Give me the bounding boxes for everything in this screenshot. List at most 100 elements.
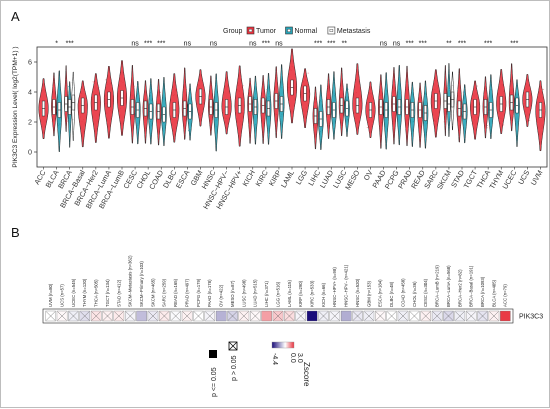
heatmap-square <box>500 310 511 322</box>
jitter-point <box>145 119 147 121</box>
jitter-point <box>106 112 108 114</box>
heatmap-cell: LGG (n=516) <box>272 281 284 322</box>
legend-label: Metastasis <box>337 28 371 35</box>
jitter-point <box>536 121 538 123</box>
jitter-point <box>483 120 485 122</box>
cross-line <box>352 311 363 321</box>
jitter-point <box>345 98 347 101</box>
significance-label: ns <box>131 41 139 48</box>
jitter-point <box>242 85 244 87</box>
significance-label: ** <box>446 41 452 48</box>
jitter-point <box>473 95 475 97</box>
colorbar-tick-label: 3.0 <box>296 353 303 363</box>
jitter-point <box>293 79 295 81</box>
column-label: READ (n=165) <box>173 278 178 307</box>
jitter-point <box>393 95 395 97</box>
column-label: HNSC−HPV+ (n=98) <box>332 267 337 307</box>
jitter-point <box>340 89 342 91</box>
significance-label: *** <box>484 41 492 48</box>
jitter-point <box>319 131 322 133</box>
jitter-point <box>523 102 525 105</box>
jitter-point <box>405 127 407 129</box>
legend-box-glyph <box>248 29 253 32</box>
heatmap-square <box>136 310 147 322</box>
heatmap-cell: SKCM−Metastasis (n=362) <box>124 255 136 322</box>
jitter-point <box>137 123 139 125</box>
jitter-point <box>157 94 159 96</box>
column-label: OV (n=422) <box>219 284 224 307</box>
jitter-point <box>339 96 341 98</box>
cross-line <box>193 311 204 321</box>
heatmap-cell: LUAD (n=515) <box>250 279 261 322</box>
jitter-point <box>73 110 75 112</box>
heatmap-cell: ACC (n=79) <box>500 284 511 322</box>
jitter-point <box>68 90 70 92</box>
category-group: ACC <box>32 78 49 186</box>
cross-line <box>68 311 79 321</box>
cross-line <box>227 311 238 321</box>
jitter-point <box>161 123 163 125</box>
jitter-point <box>66 120 68 122</box>
jitter-point <box>380 118 383 120</box>
cross-line <box>409 311 420 321</box>
jitter-point <box>39 99 41 101</box>
heatmap-cell: TGCT (n=134) <box>102 279 113 322</box>
significance-label: *** <box>406 41 414 48</box>
jitter-point <box>434 88 436 90</box>
heatmap-cell: HNSC−HPV− (n=421) <box>340 264 352 322</box>
column-label: LUSC (n=498) <box>241 279 246 307</box>
jitter-point <box>332 128 334 130</box>
jitter-point <box>341 119 343 121</box>
column-label: ESCA (n=184) <box>378 279 383 307</box>
jitter-point <box>411 129 414 131</box>
jitter-point <box>341 125 343 127</box>
column-label: PAAD (n=178) <box>207 279 212 307</box>
jitter-point <box>71 82 73 84</box>
jitter-point <box>266 97 269 99</box>
jitter-point <box>253 97 255 99</box>
jitter-point <box>148 93 151 96</box>
heatmap-cell: BRCA−Basal (n=191) <box>465 265 477 322</box>
column-label: UVM (n=80) <box>48 283 53 307</box>
column-label: CESC (n=304) <box>423 278 428 307</box>
jitter-point <box>327 87 329 89</box>
column-label: ACC (n=79) <box>503 284 508 307</box>
jitter-point <box>503 86 505 88</box>
jitter-point <box>197 84 199 86</box>
jitter-point <box>347 118 349 121</box>
jitter-point <box>188 129 190 131</box>
jitter-point <box>327 127 329 129</box>
jitter-point <box>188 93 190 96</box>
jitter-point <box>449 117 451 120</box>
jitter-point <box>122 81 124 83</box>
jitter-point <box>476 111 478 113</box>
jitter-point <box>457 92 459 94</box>
jitter-point <box>303 81 305 83</box>
heatmap-cell: UCS (n=57) <box>56 284 68 322</box>
jitter-point <box>279 112 281 114</box>
jitter-point <box>327 94 329 96</box>
jitter-point <box>449 120 451 122</box>
significance-label: ns <box>184 41 192 48</box>
jitter-point <box>57 127 59 129</box>
jitter-point <box>40 92 42 94</box>
jitter-point <box>249 114 251 116</box>
jitter-point <box>276 113 278 115</box>
jitter-point <box>289 69 291 71</box>
heatmap-cell: CHOL (n=36) <box>409 281 420 322</box>
jitter-point <box>542 112 544 114</box>
jitter-point <box>445 110 447 112</box>
jitter-point <box>277 112 279 114</box>
filled-legend-label: p <= 0.05 <box>211 367 218 397</box>
heatmap-cell: LUSC (n=498) <box>238 279 250 322</box>
jitter-point <box>435 120 437 122</box>
jitter-point <box>445 87 447 89</box>
jitter-point <box>236 88 238 90</box>
jitter-point <box>412 92 415 94</box>
heatmap-cell: THCA (n=505) <box>90 279 102 322</box>
jitter-point <box>368 130 370 132</box>
jitter-point <box>347 123 349 125</box>
